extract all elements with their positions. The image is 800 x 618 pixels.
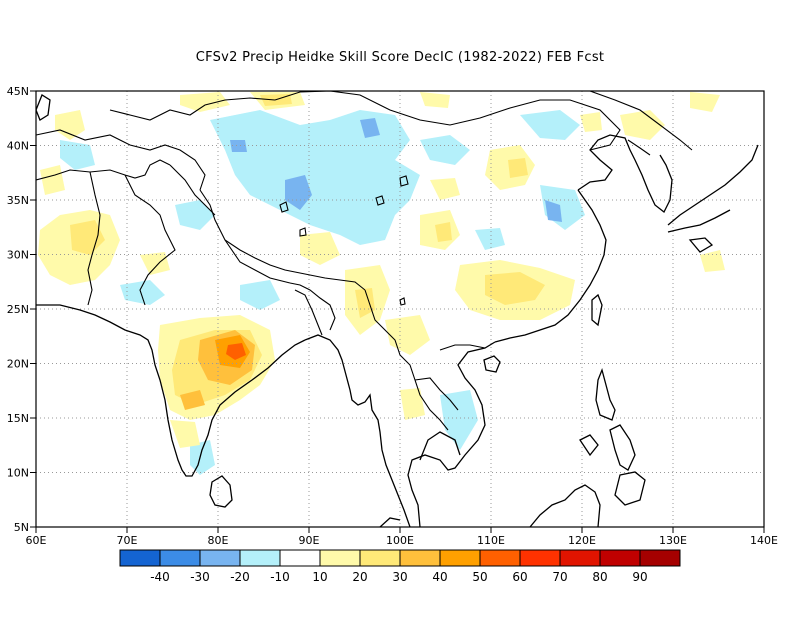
x-tick-label: 100E <box>386 534 414 547</box>
x-tick-label: 80E <box>208 534 229 547</box>
colorbar-label: 30 <box>392 570 407 584</box>
x-tick-label: 70E <box>117 534 138 547</box>
colorbar-swatch <box>159 549 201 567</box>
y-tick-label: 40N <box>7 140 29 153</box>
colorbar-swatch <box>319 549 361 567</box>
negative-skill-areas <box>60 110 585 475</box>
colorbar-label: 70 <box>552 570 567 584</box>
gridlines <box>36 91 764 527</box>
colorbar-label: 50 <box>472 570 487 584</box>
colorbar-label: 40 <box>432 570 447 584</box>
colorbar-swatch <box>359 549 401 567</box>
y-tick-label: 10N <box>7 467 29 480</box>
peak-skill-area <box>226 343 246 360</box>
y-tick-label: 30N <box>7 249 29 262</box>
country-borders <box>36 91 693 431</box>
colorbar-swatch <box>639 549 681 567</box>
y-axis-labels: 45N 40N 35N 30N 25N 20N 15N 10N 5N <box>7 85 29 534</box>
colorbar-swatch <box>199 549 241 567</box>
colorbar-swatch <box>559 549 601 567</box>
colorbar-swatch <box>279 549 321 567</box>
map-title: CFSv2 Precip Heidke Skill Score DecIC (1… <box>195 50 605 65</box>
y-tick-label: 45N <box>7 85 29 98</box>
colorbar-label: -10 <box>270 570 290 584</box>
colorbar-label: -40 <box>150 570 170 584</box>
colorbar-label: 20 <box>352 570 367 584</box>
y-tick-label: 25N <box>7 303 29 316</box>
colorbar-label: -30 <box>190 570 210 584</box>
colorbar-label: 90 <box>632 570 647 584</box>
colorbar-labels: -40 -30 -20 -10 10 20 30 40 50 60 70 80 … <box>150 570 647 584</box>
moderate-negative-skill-areas <box>230 118 562 222</box>
colorbar-swatch <box>519 549 561 567</box>
colorbar-swatch <box>119 549 161 567</box>
x-tick-label: 120E <box>568 534 596 547</box>
colorbar-swatch <box>599 549 641 567</box>
x-tick-label: 140E <box>750 534 778 547</box>
axis-ticks <box>30 90 765 533</box>
colorbar-swatch <box>479 549 521 567</box>
x-tick-label: 110E <box>477 534 505 547</box>
y-tick-label: 20N <box>7 358 29 371</box>
skill-shading <box>38 92 725 475</box>
x-tick-label: 130E <box>659 534 687 547</box>
x-tick-label: 90E <box>299 534 320 547</box>
y-tick-label: 15N <box>7 412 29 425</box>
x-axis-labels: 60E 70E 80E 90E 100E 110E 120E 130E 140E <box>26 534 778 547</box>
colorbar-swatch <box>399 549 441 567</box>
colorbar-label: 10 <box>312 570 327 584</box>
coastlines <box>36 94 759 527</box>
y-tick-label: 5N <box>14 521 29 534</box>
colorbar-label: 80 <box>592 570 607 584</box>
colorbar-swatch <box>439 549 481 567</box>
colorbar-swatch <box>239 549 281 567</box>
colorbar <box>119 549 681 567</box>
colorbar-label: 60 <box>512 570 527 584</box>
x-tick-label: 60E <box>26 534 47 547</box>
y-tick-label: 35N <box>7 194 29 207</box>
colorbar-label: -20 <box>230 570 250 584</box>
